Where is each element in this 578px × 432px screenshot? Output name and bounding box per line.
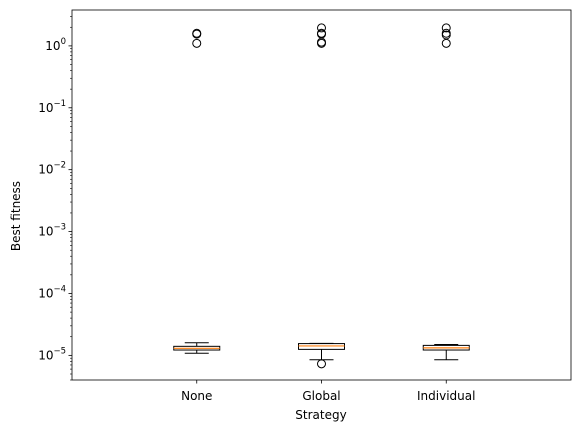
y-tick-label: 10−5 bbox=[38, 346, 66, 362]
x-tick-label: Individual bbox=[417, 389, 475, 403]
axes-frame bbox=[71, 9, 572, 381]
flier-point bbox=[441, 28, 451, 38]
y-tick-label: 100 bbox=[45, 37, 66, 53]
flier-point bbox=[441, 23, 451, 33]
box-global bbox=[298, 23, 345, 369]
flier-point bbox=[192, 38, 202, 48]
x-tick-label: None bbox=[181, 389, 212, 403]
box-individual bbox=[422, 23, 470, 361]
y-tick-label: 10−1 bbox=[38, 99, 66, 115]
box-none bbox=[173, 28, 221, 354]
y-tick-label: 10−3 bbox=[38, 223, 66, 239]
y-tick-label: 10−4 bbox=[38, 284, 66, 300]
x-tick-label: Global bbox=[302, 389, 340, 403]
flier-point bbox=[317, 23, 326, 33]
plot-area: 10−5 10−4 10−3 10−2 10−1 100 None Global Individ… bbox=[38, 9, 572, 403]
flier-point bbox=[317, 28, 326, 38]
y-axis-label: Best fitness bbox=[9, 181, 23, 251]
y-tick-label: 10−2 bbox=[38, 161, 66, 177]
flier-point bbox=[317, 359, 326, 369]
flier-point bbox=[441, 38, 451, 48]
x-axis-label: Strategy bbox=[295, 408, 346, 422]
flier-point bbox=[192, 28, 202, 38]
